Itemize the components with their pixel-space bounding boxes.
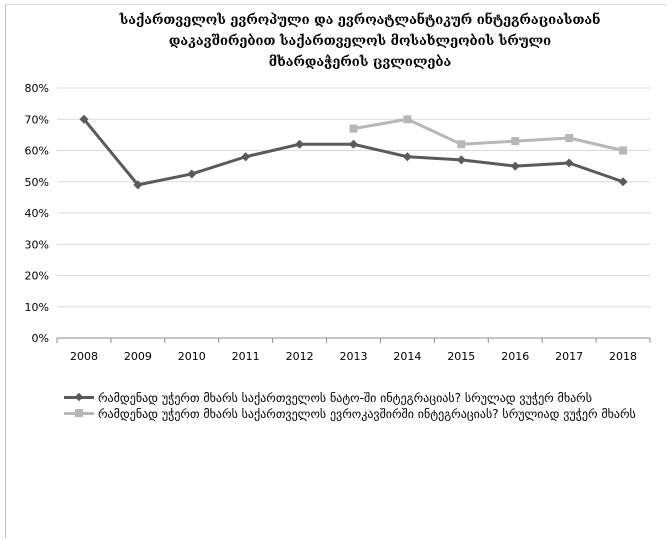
data-point-1 xyxy=(79,114,89,124)
chart-title-line-3: მხარდაჭერის ცვლილება xyxy=(268,55,452,70)
legend-label-nato: რამდენად უჭერთ მხარს საქართველოს ნატო-ში… xyxy=(98,391,592,405)
legend-label-eu: რამდენად უჭერთ მხარს საქართველოს ევროკავ… xyxy=(98,407,636,421)
data-point-1 xyxy=(187,169,197,179)
x-tick-label: 2011 xyxy=(232,350,260,363)
legend-key-eu xyxy=(64,409,94,417)
x-tick-label: 2014 xyxy=(393,350,421,363)
x-tick-label: 2010 xyxy=(178,350,206,363)
y-tick-label: 70% xyxy=(25,113,49,126)
data-point-1 xyxy=(510,161,520,171)
chart-title-line-1: საქართველოს ევროპული და ევროატლანტიკურ ი… xyxy=(119,13,601,28)
y-tick-label: 40% xyxy=(25,207,49,220)
legend-item-eu: რამდენად უჭერთ მხარს საქართველოს ევროკავ… xyxy=(64,406,654,422)
y-tick-label: 10% xyxy=(25,301,49,314)
chart-title: საქართველოს ევროპული და ევროატლანტიკურ ი… xyxy=(70,10,650,73)
data-point-1 xyxy=(241,152,251,162)
x-tick-label: 2015 xyxy=(447,350,475,363)
data-point-1 xyxy=(295,139,305,149)
data-point-2 xyxy=(619,146,628,155)
data-point-1 xyxy=(133,180,143,190)
y-tick-label: 30% xyxy=(25,238,49,251)
data-point-2 xyxy=(349,124,358,133)
x-tick-label: 2012 xyxy=(286,350,314,363)
data-point-1 xyxy=(456,155,466,165)
data-point-1 xyxy=(618,177,628,187)
chart-title-line-2: დაკავშირებით საქართველოს მოსახლეობის სრუ… xyxy=(168,34,552,49)
data-point-2 xyxy=(565,134,574,142)
x-tick-label: 2017 xyxy=(555,350,583,363)
data-point-1 xyxy=(564,158,574,168)
legend-key-nato xyxy=(64,392,94,402)
x-tick-label: 2009 xyxy=(124,350,152,363)
data-point-2 xyxy=(457,140,466,149)
chart-frame xyxy=(5,4,667,538)
series-line-2 xyxy=(353,117,624,152)
chart-legend: რამდენად უჭერთ მხარს საქართველოს ნატო-ში… xyxy=(64,390,654,422)
x-tick-label: 2016 xyxy=(501,350,529,363)
y-tick-label: 20% xyxy=(25,270,49,283)
data-point-2 xyxy=(511,137,520,146)
legend-item-nato: რამდენად უჭერთ მხარს საქართველოს ნატო-ში… xyxy=(64,390,654,406)
data-point-2 xyxy=(403,115,412,124)
y-tick-label: 80% xyxy=(25,82,49,95)
y-tick-label: 60% xyxy=(25,145,49,158)
y-tick-label: 50% xyxy=(25,176,49,189)
data-point-1 xyxy=(349,139,358,149)
x-tick-label: 2008 xyxy=(70,350,98,363)
x-tick-label: 2013 xyxy=(340,350,368,363)
y-tick-label: 0% xyxy=(32,332,49,345)
data-point-1 xyxy=(402,152,412,162)
x-tick-label: 2018 xyxy=(609,350,637,363)
